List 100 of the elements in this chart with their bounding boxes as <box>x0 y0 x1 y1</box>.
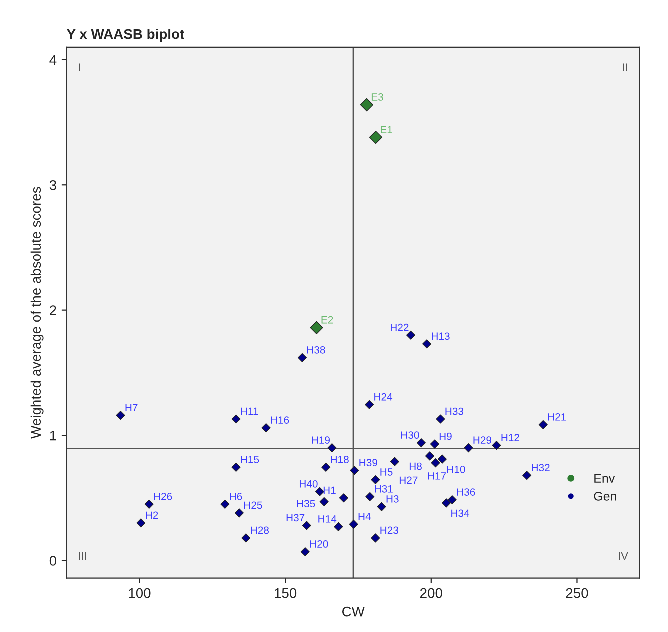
annotation: H30 <box>402 432 420 439</box>
point <box>302 521 312 530</box>
x-tick-label: 150 <box>275 588 297 598</box>
annotation: H16 <box>271 416 290 424</box>
annotation: H8 <box>410 462 422 470</box>
annotation: H31 <box>375 485 393 493</box>
annotation: H21 <box>548 413 566 421</box>
point <box>334 522 344 532</box>
point <box>360 98 374 112</box>
annotation: H38 <box>307 346 326 354</box>
annotation: H29 <box>474 436 492 444</box>
point <box>310 321 324 334</box>
point <box>300 547 310 557</box>
y-tick-label: 1 <box>50 431 56 441</box>
point <box>371 475 380 485</box>
annotation: H10 <box>448 466 466 474</box>
annotation: H39 <box>360 459 378 467</box>
point <box>371 534 380 543</box>
x-tick-label: 100 <box>129 588 151 598</box>
annotation: H9 <box>440 432 452 440</box>
annotation: H25 <box>244 502 262 510</box>
point <box>442 498 452 508</box>
annotation: H37 <box>286 514 305 522</box>
point <box>416 438 426 448</box>
point <box>448 496 457 505</box>
point <box>430 440 440 449</box>
point <box>377 502 386 512</box>
point <box>522 471 532 480</box>
legend-label: Env <box>594 474 616 483</box>
point <box>116 410 126 420</box>
annotation: H27 <box>400 476 418 484</box>
annotation: IV <box>619 552 628 560</box>
annotation: I <box>79 64 80 72</box>
annotation: H22 <box>391 324 409 332</box>
annotation: H24 <box>374 393 393 401</box>
point <box>262 424 271 433</box>
annotation: H28 <box>251 526 270 534</box>
y-tick-label: 4 <box>50 55 57 65</box>
annotation: H35 <box>297 500 316 508</box>
annotation: H19 <box>312 436 330 444</box>
annotation: II <box>623 64 628 72</box>
point <box>144 500 154 509</box>
annotation: H20 <box>310 540 328 548</box>
annotation: H13 <box>432 332 450 340</box>
legend-label: Gen <box>594 492 616 501</box>
point <box>365 400 374 410</box>
point <box>232 462 241 472</box>
annotation: E2 <box>322 316 334 324</box>
point <box>422 340 432 349</box>
x-tick-label: 250 <box>566 588 588 598</box>
x-tick-label: 200 <box>420 588 442 598</box>
y-tick-label: 0 <box>50 556 57 566</box>
annotation: E3 <box>372 94 384 101</box>
y-tick-label: 2 <box>50 306 56 316</box>
annotation: H23 <box>380 526 399 534</box>
annotation: H5 <box>380 468 393 476</box>
annotation: H15 <box>241 456 260 464</box>
annotation: H4 <box>358 513 371 520</box>
point <box>492 441 502 450</box>
y-axis-title: Weighted average of the absolute scores <box>30 187 44 439</box>
x-axis-title: CW <box>342 606 365 617</box>
annotation: III <box>79 552 86 560</box>
y-tick-label: 3 <box>50 180 56 190</box>
annotation: H2 <box>146 512 158 520</box>
annotation: H12 <box>502 434 520 442</box>
chart-title: Y x WAASB biplot <box>67 29 184 42</box>
point <box>136 518 146 528</box>
point <box>538 420 548 430</box>
point <box>464 444 474 453</box>
point <box>339 494 348 503</box>
point <box>349 520 358 529</box>
point <box>298 353 307 362</box>
point <box>232 414 241 424</box>
point <box>390 457 400 466</box>
annotation: H34 <box>452 510 470 518</box>
point <box>436 414 446 424</box>
annotation: H32 <box>532 464 550 472</box>
annotation: H17 <box>428 472 446 480</box>
annotation: H11 <box>241 408 258 416</box>
annotation: H1 <box>324 486 336 494</box>
point <box>369 130 383 144</box>
point <box>431 458 440 468</box>
annotation: H33 <box>446 408 464 416</box>
annotation: H6 <box>230 492 242 500</box>
point <box>322 462 331 472</box>
point <box>234 508 244 518</box>
annotation: H26 <box>154 492 172 500</box>
annotation: E1 <box>381 126 392 134</box>
point <box>328 444 337 453</box>
point <box>438 454 447 464</box>
point <box>320 497 329 506</box>
point <box>242 534 251 543</box>
point <box>425 452 434 461</box>
point <box>366 492 375 502</box>
annotation: H7 <box>126 404 138 412</box>
annotation: H14 <box>318 516 337 523</box>
point <box>350 466 360 476</box>
point <box>406 330 416 340</box>
annotation: H3 <box>386 495 399 503</box>
annotation: H36 <box>457 488 476 496</box>
